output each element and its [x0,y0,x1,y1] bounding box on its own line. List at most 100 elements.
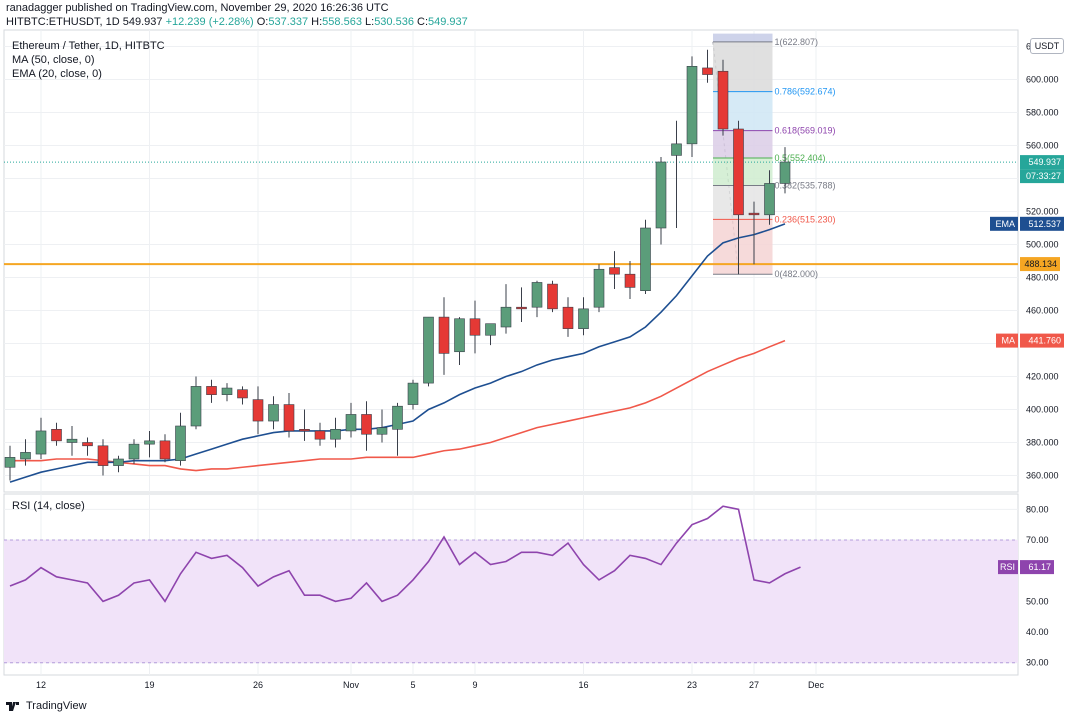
candle [547,280,558,313]
legend-rsi[interactable]: RSI (14, close) [12,500,85,512]
ma-line [10,339,786,472]
tradingview-logo-icon [6,702,19,711]
candle-body [361,414,372,435]
candle-body [671,143,682,156]
candle-body [159,440,171,460]
candle [624,261,636,299]
candle-body [562,306,574,329]
candle [671,120,682,228]
ema-tag-value: 512.537 [1028,219,1061,229]
candle [283,393,295,438]
candle-body [438,316,450,354]
candle [640,219,651,294]
candle-body [423,316,434,384]
legend-ma[interactable]: MA (50, close, 0) [12,54,95,66]
candle-body [128,443,140,460]
candle [20,439,31,466]
close-label: C: [417,16,429,28]
currency-button[interactable]: USDT [1030,38,1064,54]
price-tick-label: 380.000 [1026,438,1059,448]
candle-body [516,306,527,310]
candle [268,396,279,430]
legend-ema[interactable]: EMA (20, close, 0) [12,68,102,80]
low-label: L: [365,16,375,28]
ma-tag-value: 441.760 [1028,336,1061,346]
candle-body [779,161,791,184]
candle [485,323,496,346]
candle [82,437,93,456]
candle [376,409,388,443]
fib-zone [713,33,773,42]
rsi-tick-label: 70.00 [1026,535,1049,545]
rsi-tick-label: 30.00 [1026,658,1049,668]
candle [469,300,481,354]
publisher-line: ranadagger published on TradingView.com,… [6,2,389,14]
candle [609,251,620,290]
candle [252,386,264,435]
x-tick-label: 19 [144,680,154,690]
candle [748,201,760,265]
candle [531,280,543,318]
ema-tag-value-bg [1020,216,1064,231]
candle [144,430,155,458]
candle-body [82,442,93,447]
ma-tag-value-bg [1020,333,1064,348]
x-tick-label: Nov [343,680,360,690]
candle-body [252,399,264,422]
candle [392,402,403,456]
fib-zone [713,219,773,275]
rsi-tick-label: 40.00 [1026,627,1049,637]
candle-body [593,268,605,308]
price-tick-label: 360.000 [1026,471,1059,481]
candle-body [454,318,465,353]
ohlc-line: HITBTC:ETHUSDT, 1D 549.937 +12.239 (+2.2… [6,16,468,28]
x-tick-label: 16 [578,680,588,690]
candle-body [51,428,62,442]
candle [4,445,16,481]
candle [128,439,140,464]
change-value: +12.239 (+2.28%) [165,16,254,28]
candle-body [345,414,357,432]
countdown-tag: 07:33:27 [1026,171,1061,181]
fib-level-label: 0.786(592.674) [775,87,836,97]
rsi-tag-name-bg [998,560,1018,575]
candle-body [221,387,233,395]
footer-brand: TradingView [26,700,87,712]
open-label: O: [256,16,269,28]
price-tick-label: 560.000 [1026,141,1059,151]
candle [717,59,729,136]
price-tick-label: 520.000 [1026,207,1059,217]
candle-body [547,283,558,310]
candle-body [733,128,744,216]
candle [237,386,248,405]
rsi-tag-value: 61.17 [1028,562,1051,572]
rsi-band [4,540,1018,663]
candle-body [190,386,202,427]
x-tick-label: 27 [749,680,759,690]
last-price-tag-bg [1020,155,1064,170]
rsi-tag-name: RSI [1000,562,1015,572]
candle-body [609,267,620,275]
open-value: 537.337 [268,16,309,28]
ma-tag-name-bg [996,333,1018,348]
candle [733,120,744,275]
candle-body [469,318,481,336]
x-tick-label: Dec [808,680,825,690]
candle-body [144,440,155,445]
candle [593,264,605,313]
support-tag-value-bg [1020,257,1060,272]
price-tick-label: 460.000 [1026,306,1059,316]
candle [97,439,109,476]
candle-body [4,457,16,468]
fib-level-label: 0.236(515.230) [775,214,836,224]
fib-level-label: 1(622.807) [775,37,819,47]
candle [361,401,372,451]
candle-body [237,389,248,399]
x-tick-label: 23 [687,680,697,690]
candle [206,379,217,403]
candle-body [640,227,651,292]
candle [407,379,419,410]
candle [175,412,186,466]
candle [299,409,310,441]
